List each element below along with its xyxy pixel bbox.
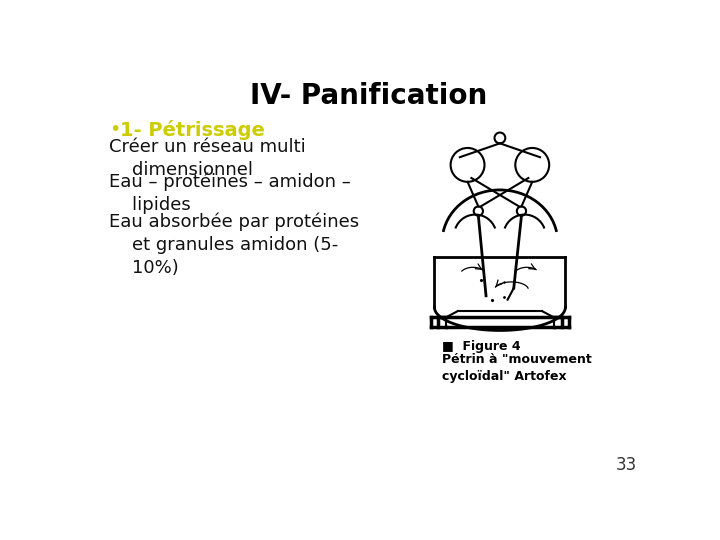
- Text: 33: 33: [616, 456, 637, 475]
- Text: Pétrin à "mouvement
cycloïdal" Artofex: Pétrin à "mouvement cycloïdal" Artofex: [442, 353, 592, 383]
- Text: IV- Panification: IV- Panification: [251, 82, 487, 110]
- Text: Eau – protéines – amidon –
    lipides: Eau – protéines – amidon – lipides: [109, 173, 351, 214]
- Text: Eau absorbée par protéines
    et granules amidon (5-
    10%): Eau absorbée par protéines et granules a…: [109, 213, 359, 277]
- Text: Créer un réseau multi
    dimensionnel: Créer un réseau multi dimensionnel: [109, 138, 305, 179]
- Text: ■  Figure 4: ■ Figure 4: [442, 340, 521, 354]
- Text: 1- Pétrissage: 1- Pétrissage: [120, 120, 264, 140]
- Text: •: •: [109, 120, 120, 139]
